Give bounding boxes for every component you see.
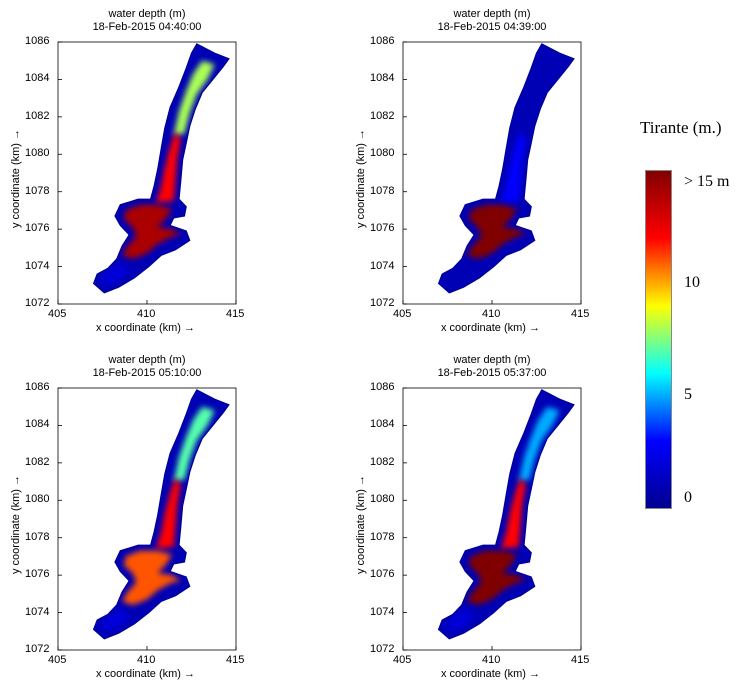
y-tick-label: 1084 <box>370 72 395 85</box>
panel-title: water depth (m) <box>108 8 186 20</box>
panel-title: water depth (m) <box>453 354 531 366</box>
y-axis-label: y coordinate (km) → <box>10 128 22 228</box>
y-tick-label: 1072 <box>370 297 395 309</box>
x-tick-label: 405 <box>48 308 67 320</box>
colorbar-tick-label: 5 <box>684 386 692 404</box>
y-tick-label: 1074 <box>25 605 50 618</box>
river-edge <box>92 43 230 294</box>
y-tick-label: 1078 <box>25 530 50 543</box>
water-depth-map <box>57 387 237 651</box>
y-tick-label: 1086 <box>25 381 50 393</box>
lake-basin-zone <box>467 204 526 260</box>
y-tick-label: 1082 <box>370 455 395 468</box>
y-tick-label: 1078 <box>25 184 50 197</box>
x-tick-label: 405 <box>393 654 412 666</box>
y-tick-label: 1074 <box>370 605 395 618</box>
x-tick-label: 415 <box>226 654 245 666</box>
water-depth-map <box>57 41 237 305</box>
x-tick-label: 415 <box>571 308 590 320</box>
panel-timestamp: 18-Feb-2015 04:39:00 <box>437 21 547 33</box>
y-axis-label: y coordinate (km) → <box>10 474 22 574</box>
y-tick-label: 1074 <box>25 259 50 272</box>
river-upper-zone <box>518 60 560 136</box>
colorbar-gradient <box>645 170 672 509</box>
panel-timestamp: 18-Feb-2015 05:37:00 <box>437 367 547 379</box>
river-edge <box>437 389 575 640</box>
y-tick-label: 1082 <box>25 455 50 468</box>
y-tick-label: 1080 <box>370 147 395 160</box>
colorbar-tick-label: 0 <box>684 489 692 506</box>
shallow-zone <box>443 262 475 286</box>
map-panel-4: water depth (m) 18-Feb-2015 05:37:00 1072 1… <box>355 350 695 680</box>
y-tick-label: 1080 <box>25 147 50 160</box>
y-tick-label: 1086 <box>25 35 50 47</box>
river-domain <box>438 389 574 639</box>
x-tick-label: 415 <box>571 654 590 666</box>
x-axis-label: x coordinate (km) → <box>441 668 541 680</box>
y-tick-label: 1082 <box>370 109 395 122</box>
river-domain <box>93 389 229 639</box>
y-tick-label: 1078 <box>370 184 395 197</box>
river-upper-zone <box>518 406 560 482</box>
y-tick-label: 1086 <box>370 381 395 393</box>
shallow-zone <box>98 262 130 286</box>
y-axis-label: y coordinate (km) → <box>355 128 367 228</box>
shallow-zone <box>443 608 475 632</box>
river-lower-zone <box>155 477 181 549</box>
y-tick-label: 1080 <box>25 493 50 506</box>
x-axis-label: x coordinate (km) → <box>96 322 196 334</box>
x-tick-label: 410 <box>482 308 501 320</box>
y-tick-label: 1074 <box>370 259 395 272</box>
river-edge <box>437 43 575 294</box>
river-lower-zone <box>500 131 526 203</box>
y-tick-label: 1080 <box>370 493 395 506</box>
x-tick-label: 405 <box>48 654 67 666</box>
y-tick-label: 1076 <box>370 568 395 581</box>
lake-basin-zone <box>467 550 526 606</box>
y-tick-label: 1082 <box>25 109 50 122</box>
river-domain <box>93 43 229 293</box>
y-tick-label: 1072 <box>25 297 50 309</box>
x-tick-label: 410 <box>137 654 156 666</box>
y-axis-label: y coordinate (km) → <box>355 474 367 574</box>
colorbar-tick-label: 10 <box>684 273 700 291</box>
y-tick-label: 1072 <box>25 643 50 655</box>
y-tick-label: 1084 <box>25 418 50 431</box>
x-tick-label: 405 <box>393 308 412 320</box>
map-panel-1: water depth (m) 18-Feb-2015 04:40:00 1072 1… <box>10 4 350 334</box>
map-panel-2: water depth (m) 18-Feb-2015 04:39:00 1072 1… <box>355 4 695 334</box>
river-upper-zone <box>173 406 215 482</box>
lake-basin-zone <box>122 550 181 606</box>
water-depth-map <box>402 387 582 651</box>
river-domain <box>438 43 574 293</box>
map-panel-3: water depth (m) 18-Feb-2015 05:10:00 1072 1… <box>10 350 350 680</box>
panel-timestamp: 18-Feb-2015 05:10:00 <box>92 367 202 379</box>
y-tick-label: 1086 <box>370 35 395 47</box>
water-depth-map <box>402 41 582 305</box>
y-tick-label: 1076 <box>25 222 50 235</box>
x-tick-label: 415 <box>226 308 245 320</box>
river-lower-zone <box>155 131 181 203</box>
y-tick-label: 1084 <box>25 72 50 85</box>
colorbar-tick-label: > 15 m <box>684 173 730 190</box>
x-axis-label: x coordinate (km) → <box>441 322 541 334</box>
y-tick-label: 1076 <box>25 568 50 581</box>
shallow-zone <box>98 608 130 632</box>
river-upper-zone <box>173 60 215 136</box>
x-axis-label: x coordinate (km) → <box>96 668 196 680</box>
panel-title: water depth (m) <box>453 8 531 20</box>
y-tick-label: 1078 <box>370 530 395 543</box>
colorbar-title: Tirante (m.) <box>640 118 722 137</box>
y-tick-label: 1076 <box>370 222 395 235</box>
panel-timestamp: 18-Feb-2015 04:40:00 <box>92 21 202 33</box>
river-lower-zone <box>500 477 526 549</box>
x-tick-label: 410 <box>482 654 501 666</box>
lake-basin-zone <box>122 204 181 260</box>
river-edge <box>92 389 230 640</box>
panel-title: water depth (m) <box>108 354 186 366</box>
x-tick-label: 410 <box>137 308 156 320</box>
y-tick-label: 1084 <box>370 418 395 431</box>
y-tick-label: 1072 <box>370 643 395 655</box>
